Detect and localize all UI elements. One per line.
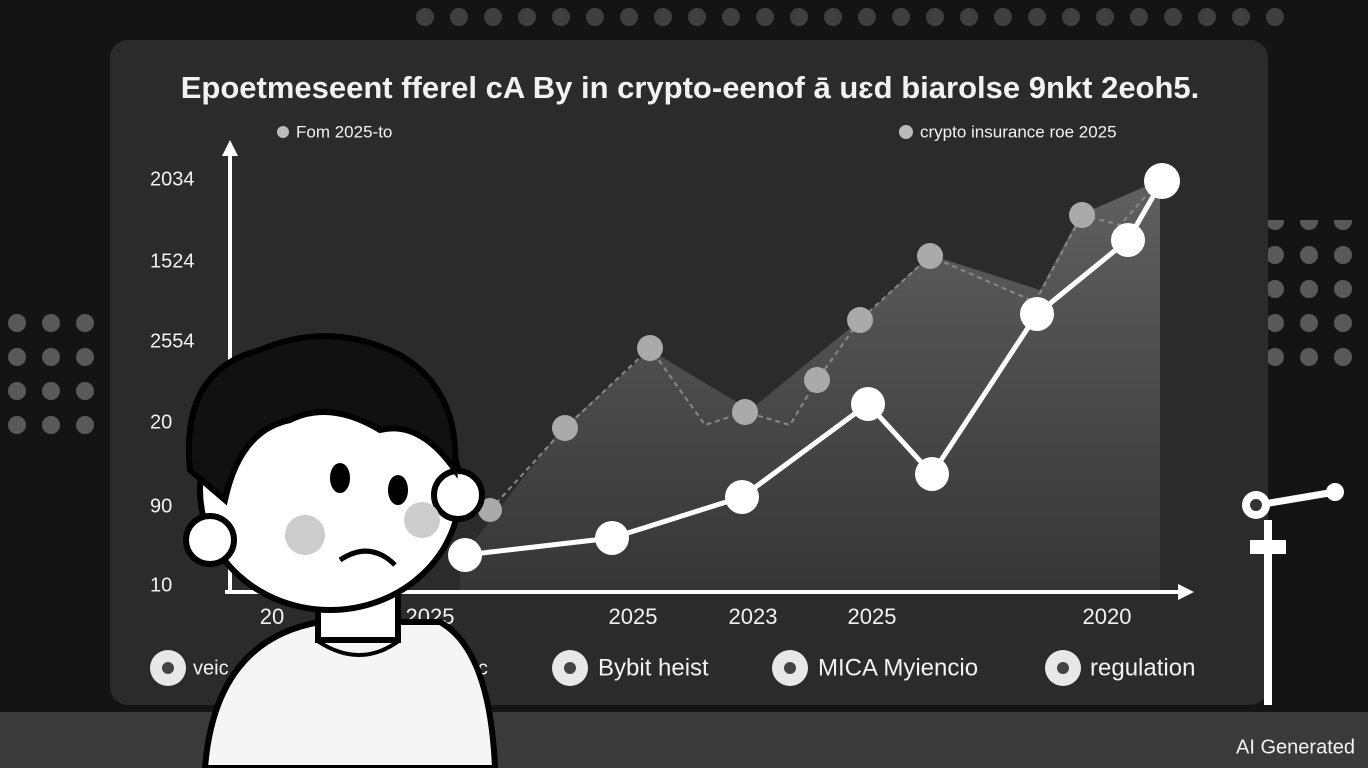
y-label: 10 [150, 574, 172, 596]
x-label: 20 [260, 604, 284, 629]
legend-label: Fom 2025-to [296, 122, 392, 141]
tag-icon-inner [784, 662, 796, 674]
main-points [448, 163, 1180, 572]
x-label: 2020 [1083, 604, 1132, 629]
bg-dots [1268, 220, 1368, 370]
y-label: 1524 [150, 250, 195, 272]
line-main [464, 179, 1165, 558]
tag-icon-inner [1057, 662, 1069, 674]
watermark: AI Generated [1236, 736, 1355, 758]
x-label: 2023 [729, 604, 778, 629]
title: Epoetmeseent fferel cA By in crypto-eeno… [181, 70, 1200, 105]
tag-icon-inner [564, 662, 576, 674]
x-labels: 20 2025 2025 2023 2025 2020 [260, 604, 1132, 629]
character [183, 333, 499, 768]
legend-label: crypto insurance roe 2025 [920, 122, 1117, 141]
bg-dots [400, 0, 1300, 34]
y-label: 90 [150, 495, 172, 517]
y-label: 2554 [150, 330, 195, 352]
axis-arrow [222, 140, 238, 156]
legend-dot [899, 125, 913, 139]
x-label: 2025 [848, 604, 897, 629]
tag-label: Bybit heist [598, 654, 709, 681]
axis-arrow [1178, 584, 1194, 600]
y-label: 20 [150, 411, 172, 433]
bg-dots [0, 300, 110, 450]
y-labels: 2034 1524 2554 20 90 10 [150, 168, 195, 596]
dashed-points [478, 202, 1095, 522]
tag-label: regulation [1090, 654, 1195, 681]
tag-label: MICA Myiencio [818, 654, 978, 681]
microphone [1242, 483, 1344, 705]
tag-label: veic [193, 657, 229, 679]
x-label: 2025 [609, 604, 658, 629]
y-label: 2034 [150, 168, 195, 190]
tag-icon-inner [162, 662, 174, 674]
legend-dot [277, 126, 289, 138]
